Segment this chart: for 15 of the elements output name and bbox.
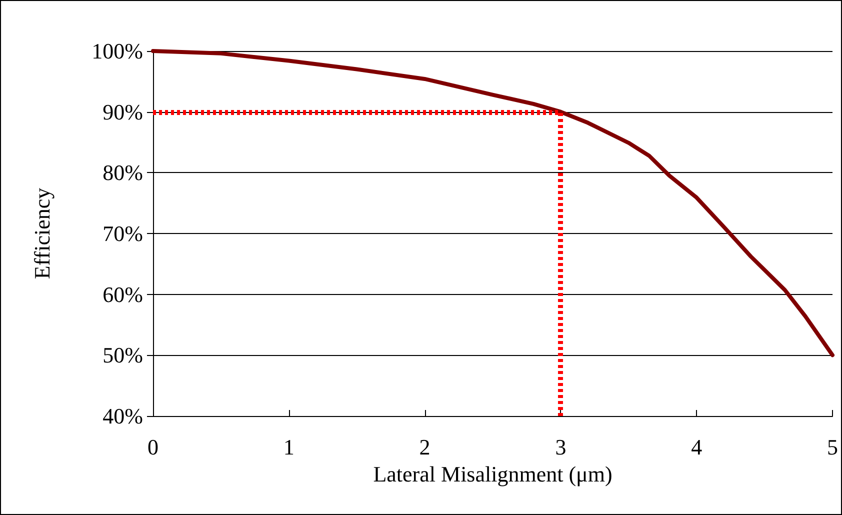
y-tick-label: 80% <box>102 160 143 186</box>
x-tick-label: 5 <box>827 434 838 460</box>
x-tick-label: 1 <box>283 434 294 460</box>
x-tick-label: 0 <box>148 434 158 460</box>
y-tick-label: 100% <box>92 38 143 64</box>
y-tick-label: 50% <box>102 342 143 368</box>
x-tick-label: 2 <box>419 434 430 460</box>
y-tick-label: 70% <box>102 221 143 246</box>
y-tick-label: 40% <box>102 404 143 428</box>
x-tick-label: 4 <box>691 434 702 460</box>
y-tick-label: 60% <box>102 282 143 307</box>
x-axis-title: Lateral Misalignment (μm) <box>373 461 612 486</box>
y-tick-label: 90% <box>102 99 143 124</box>
y-axis-title: Efficiency <box>30 188 54 280</box>
x-tick-label: 3 <box>555 434 566 460</box>
